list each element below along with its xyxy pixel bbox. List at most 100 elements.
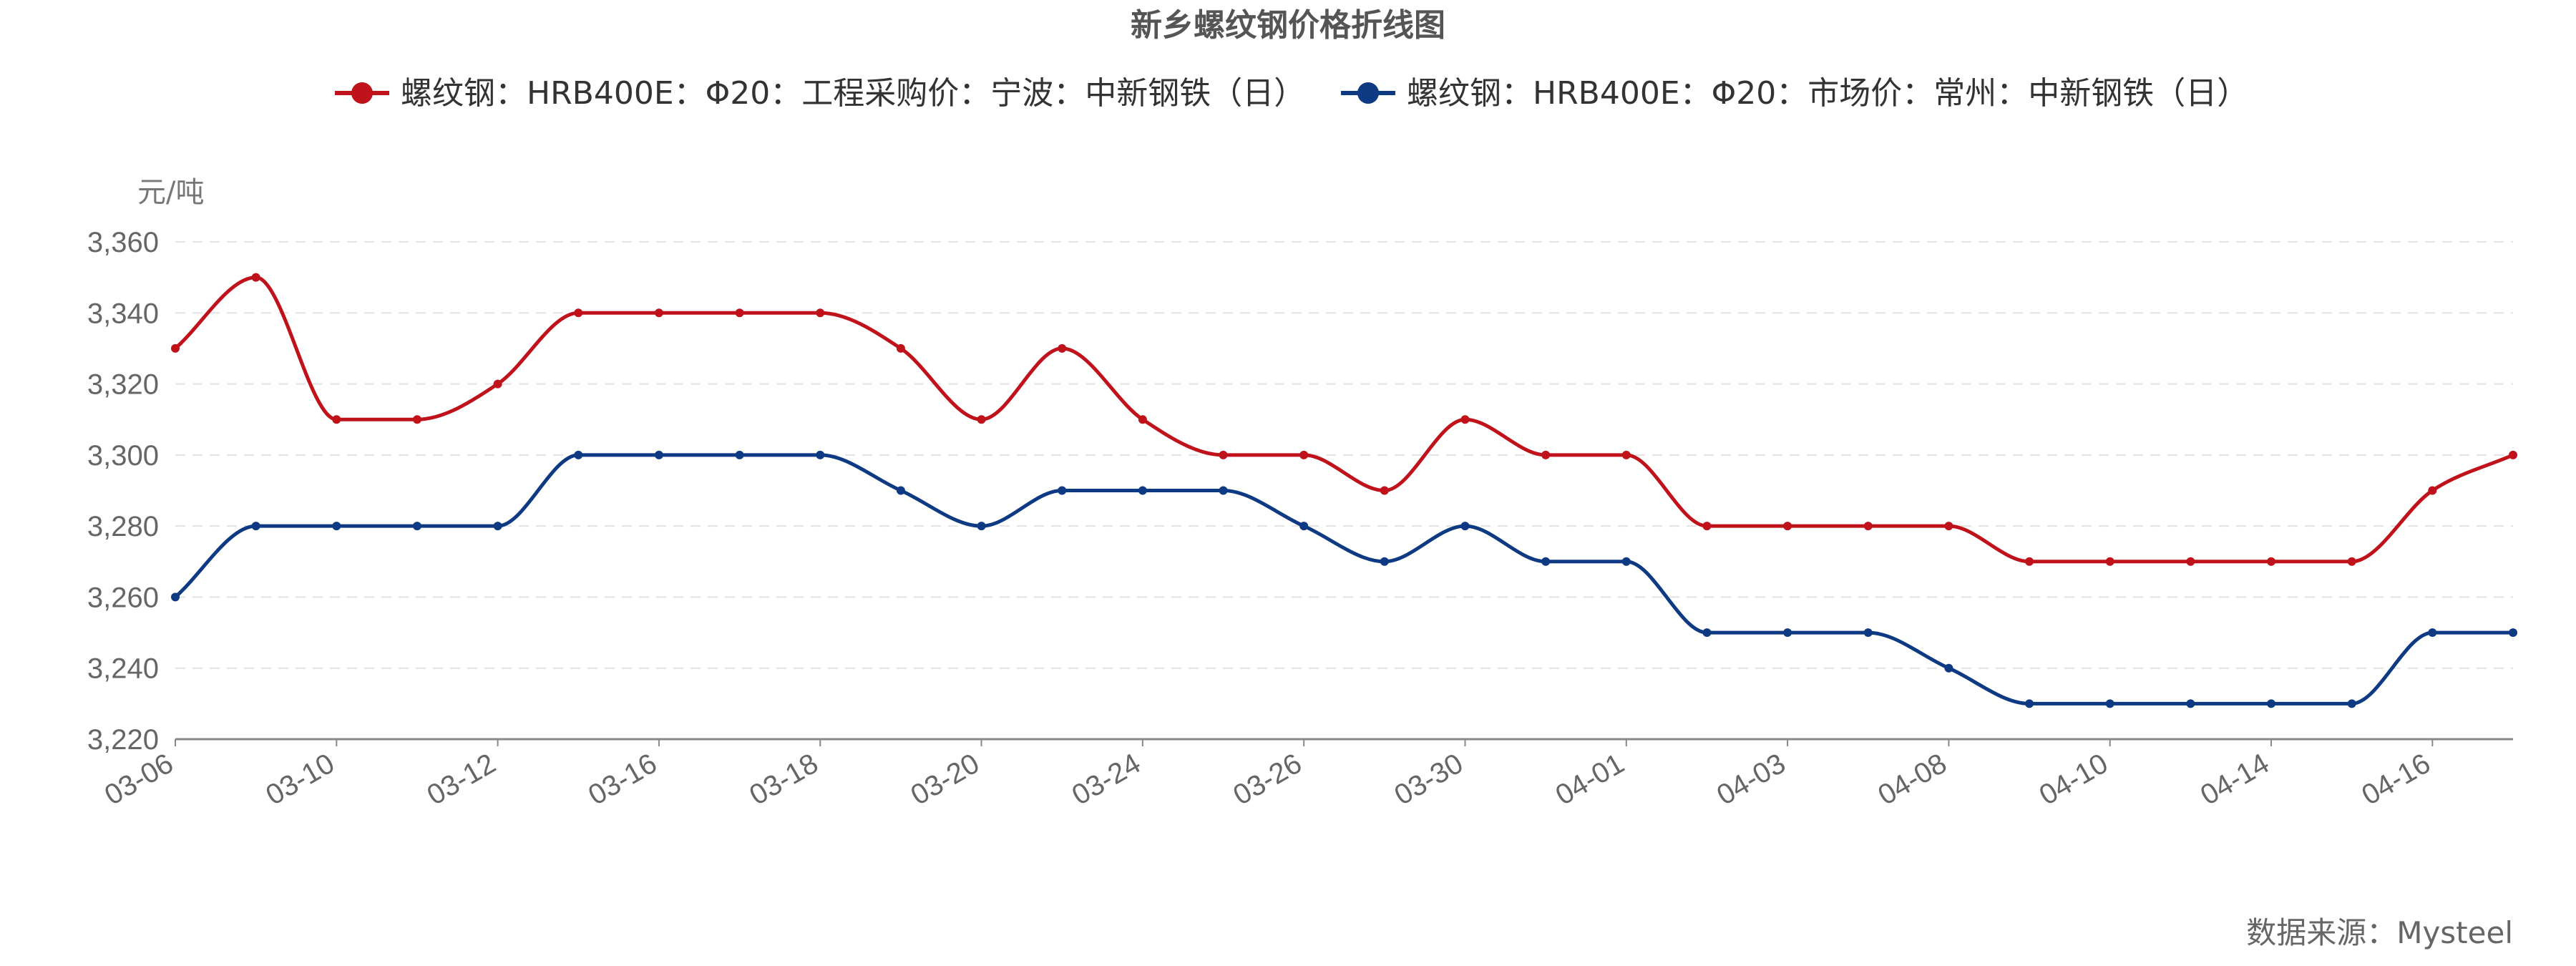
y-tick-label: 3,220 [87,724,159,756]
data-source: 数据来源：Mysteel [2246,915,2513,950]
data-point[interactable] [412,415,421,424]
data-point[interactable] [896,343,905,353]
data-point[interactable] [816,308,825,318]
x-tick-label: 03-26 [1228,748,1307,811]
data-point[interactable] [1299,522,1309,531]
data-point[interactable] [2267,699,2276,708]
x-tick-label: 03-10 [260,748,340,811]
data-point[interactable] [2186,699,2195,708]
data-point[interactable] [2347,699,2356,708]
legend-entry-label[interactable]: 螺纹钢：HRB400E：Φ20：市场价：常州：中新钢铁（日） [1407,75,2248,112]
data-point[interactable] [251,522,260,531]
y-axis-ticks: 3,220 3,240 3,260 3,280 3,300 3,320 3,340 3,360 [87,227,159,756]
data-point[interactable] [1863,628,1873,638]
y-tick-label: 3,320 [87,369,159,401]
data-point[interactable] [2105,699,2114,708]
data-point[interactable] [251,273,260,282]
y-tick-label: 3,300 [87,440,159,472]
data-point[interactable] [2025,699,2034,708]
data-point[interactable] [1944,663,1953,673]
y-tick-label: 3,260 [87,582,159,613]
x-tick-label: 03-16 [583,748,663,811]
y-tick-label: 3,340 [87,298,159,329]
data-point[interactable] [1702,628,1712,638]
legend-swatch-marker [1357,82,1379,104]
data-point[interactable] [1863,522,1873,531]
data-point[interactable] [2428,628,2437,638]
data-point[interactable] [171,343,180,353]
data-point[interactable] [896,486,905,495]
data-point[interactable] [493,379,502,389]
data-point[interactable] [171,592,180,602]
data-point[interactable] [493,522,502,531]
y-tick-label: 3,240 [87,653,159,685]
data-point[interactable] [1621,557,1631,566]
data-point[interactable] [1138,415,1147,424]
y-axis-unit: 元/吨 [137,176,204,209]
x-tick-label: 04-03 [1712,748,1791,811]
x-tick-label: 03-20 [905,748,985,811]
data-point[interactable] [2025,557,2034,566]
data-point[interactable] [1299,450,1309,459]
x-tick-label: 04-10 [2034,748,2114,811]
series-layer [171,273,2517,708]
data-point[interactable] [1944,522,1953,531]
data-point[interactable] [1219,486,1228,495]
x-tick-label: 04-01 [1551,748,1630,811]
x-tick-label: 04-14 [2195,748,2275,811]
data-point[interactable] [1541,450,1551,459]
data-point[interactable] [1058,343,1067,353]
data-point[interactable] [2347,557,2356,566]
y-tick-label: 3,280 [87,511,159,542]
data-point[interactable] [332,522,341,531]
data-point[interactable] [2428,486,2437,495]
x-tick-label: 03-18 [744,748,824,811]
data-point[interactable] [2267,557,2276,566]
data-point[interactable] [1460,522,1470,531]
data-point[interactable] [977,415,986,424]
data-point[interactable] [412,522,421,531]
data-point[interactable] [654,450,663,459]
data-point[interactable] [2509,450,2517,459]
data-point[interactable] [735,308,744,318]
data-point[interactable] [332,415,341,424]
series-2 [171,450,2517,708]
series-line [174,453,2513,706]
legend-entry-label[interactable]: 螺纹钢：HRB400E：Φ20：工程采购价：宁波：中新钢铁（日） [401,75,1305,112]
y-tick-label: 3,360 [87,227,159,258]
data-point[interactable] [1783,522,1792,531]
data-point[interactable] [1460,415,1470,424]
data-point[interactable] [1783,628,1792,638]
data-point[interactable] [2509,628,2517,638]
data-point[interactable] [1380,557,1389,566]
data-point[interactable] [1702,522,1712,531]
gridlines [175,241,2513,669]
data-point[interactable] [2105,557,2114,566]
series-line [174,275,2514,564]
data-point[interactable] [654,308,663,318]
legend: 螺纹钢：HRB400E：Φ20：工程采购价：宁波：中新钢铁（日） 螺纹钢：HRB4… [335,75,2248,112]
x-tick-label: 03-06 [99,748,179,811]
data-point[interactable] [816,450,825,459]
series-1 [171,273,2517,566]
chart-title: 新乡螺纹钢价格折线图 [1131,7,1445,44]
data-point[interactable] [1058,486,1067,495]
x-axis: 03-06 03-10 03-12 03-16 03-18 03-20 03-24 03-26… [99,738,2513,811]
data-point[interactable] [574,308,583,318]
data-point[interactable] [574,450,583,459]
x-tick-label: 03-12 [422,748,502,811]
data-point[interactable] [1138,486,1147,495]
data-point[interactable] [977,522,986,531]
data-point[interactable] [1541,557,1551,566]
legend-swatch-marker [351,82,373,104]
x-tick-label: 03-30 [1389,748,1468,811]
data-point[interactable] [735,450,744,459]
data-point[interactable] [1219,450,1228,459]
data-point[interactable] [1621,450,1631,459]
x-tick-label: 03-24 [1067,748,1146,811]
data-point[interactable] [1380,486,1389,495]
x-tick-label: 04-16 [2356,748,2436,811]
x-tick-label: 04-08 [1873,748,1952,811]
data-point[interactable] [2186,557,2195,566]
